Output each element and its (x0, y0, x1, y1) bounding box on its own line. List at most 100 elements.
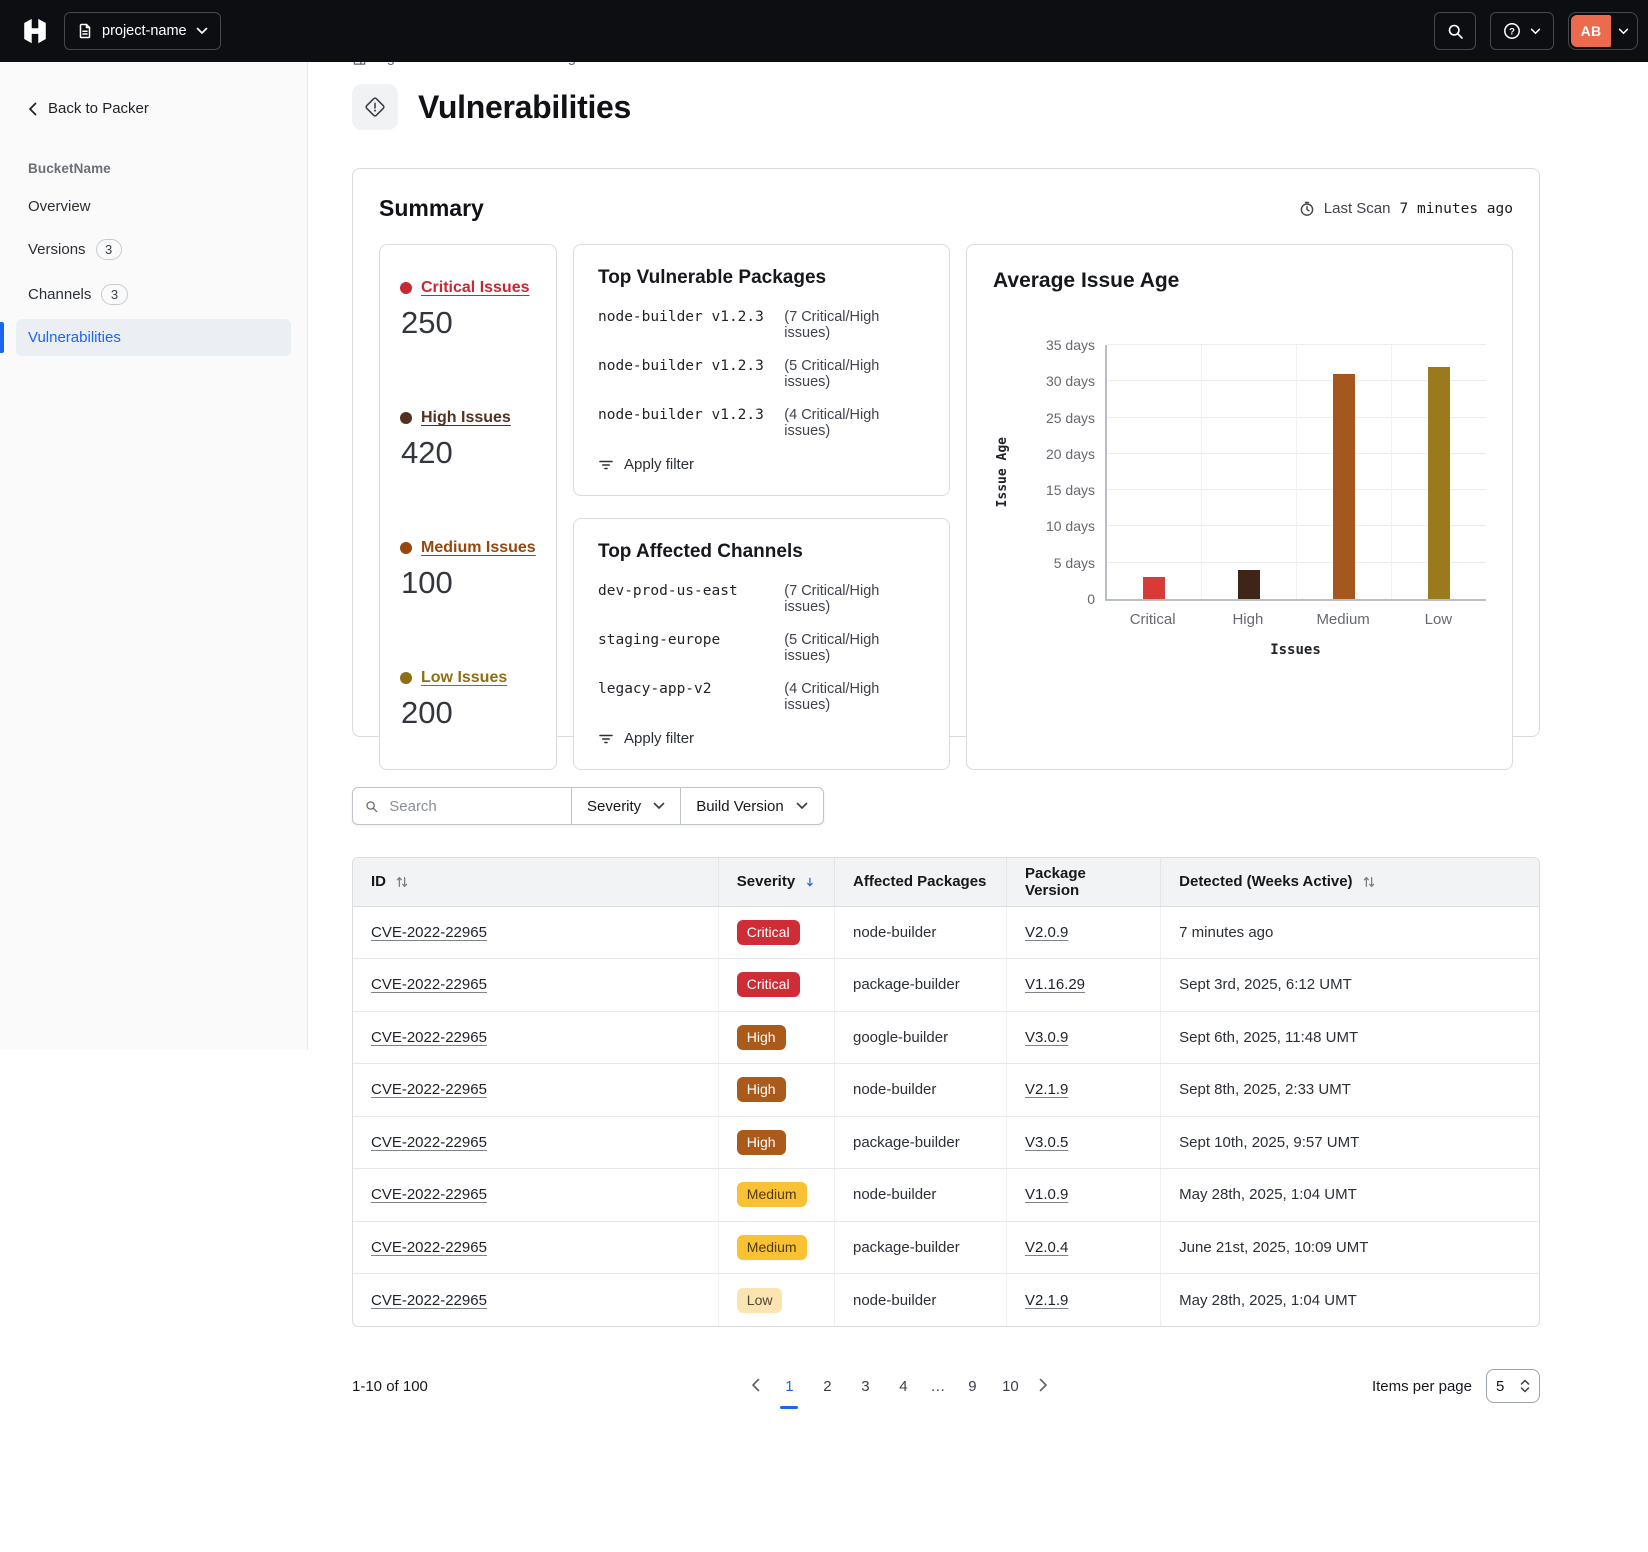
items-per-page-select[interactable]: 5 (1486, 1369, 1540, 1403)
cve-link[interactable]: CVE-2022-22965 (371, 1081, 487, 1098)
table-header-row: ID Severity Affected Packages Package Ve… (353, 858, 1539, 906)
bar-high (1238, 570, 1260, 599)
back-to-packer-link[interactable]: Back to Packer (28, 100, 279, 117)
stepper-icon (1520, 1379, 1530, 1393)
issue-stats-card: Critical Issues 250 High Issues 420 Medi… (379, 244, 557, 770)
chevron-right-icon (1039, 1378, 1048, 1392)
package-row: node-builder v1.2.3 (7 Critical/High iss… (598, 309, 925, 341)
critical-dot-icon (400, 282, 412, 294)
page-button-2[interactable]: 2 (812, 1370, 842, 1402)
project-switcher-button[interactable]: project-name (64, 12, 221, 50)
x-tick-label: Critical (1105, 611, 1200, 628)
package-version-link[interactable]: V3.0.9 (1025, 1029, 1068, 1046)
y-tick-label: 35 days (1046, 337, 1095, 353)
sidebar-item-versions[interactable]: Versions 3 (16, 229, 291, 270)
sidebar-item-overview[interactable]: Overview (16, 188, 291, 225)
package-version-link[interactable]: V3.0.5 (1025, 1134, 1068, 1151)
top-affected-channels-card: Top Affected Channels dev-prod-us-east (… (573, 518, 950, 770)
package-version-link[interactable]: V1.0.9 (1025, 1186, 1068, 1203)
cve-link[interactable]: CVE-2022-22965 (371, 1239, 487, 1256)
package-version-link[interactable]: V1.16.29 (1025, 976, 1085, 993)
high-issues-link[interactable]: High Issues (400, 409, 536, 427)
severity-filter-dropdown[interactable]: Severity (572, 787, 681, 825)
cve-link[interactable]: CVE-2022-22965 (371, 924, 487, 941)
next-page-button[interactable] (1033, 1374, 1054, 1399)
severity-badge: High (737, 1025, 786, 1050)
sidebar-item-channels[interactable]: Channels 3 (16, 274, 291, 315)
page-button-10[interactable]: 10 (995, 1370, 1025, 1402)
chart-plot: 05 days10 days15 days20 days25 days30 da… (1105, 345, 1486, 601)
bar-slot (1391, 345, 1486, 599)
column-header-id[interactable]: ID (353, 858, 718, 906)
low-issues-link[interactable]: Low Issues (400, 669, 536, 687)
y-tick-label: 15 days (1046, 482, 1095, 498)
y-tick-label: 20 days (1046, 446, 1095, 462)
critical-issues-link[interactable]: Critical Issues (400, 279, 536, 297)
package-row: node-builder v1.2.3 (4 Critical/High iss… (598, 407, 925, 439)
y-tick-label: 0 (1087, 591, 1095, 607)
page-button-1[interactable]: 1 (774, 1370, 804, 1402)
table-row: CVE-2022-22965 Medium package-builder V2… (353, 1221, 1539, 1274)
table-row: CVE-2022-22965 High google-builder V3.0.… (353, 1011, 1539, 1064)
page-header: Vulnerabilities (352, 84, 1540, 130)
account-menu-button[interactable]: AB (1568, 12, 1638, 50)
cve-link[interactable]: CVE-2022-22965 (371, 1186, 487, 1203)
column-header-packages[interactable]: Affected Packages (835, 858, 1007, 906)
cve-link[interactable]: CVE-2022-22965 (371, 976, 487, 993)
top-vulnerable-packages-card: Top Vulnerable Packages node-builder v1.… (573, 244, 950, 496)
severity-badge: Medium (737, 1235, 807, 1260)
bar-slot (1201, 345, 1296, 599)
page-button-3[interactable]: 3 (850, 1370, 880, 1402)
pagination: 1-10 of 100 1 2 3 4 … 9 10 Items per pag… (352, 1369, 1540, 1403)
table-row: CVE-2022-22965 Critical node-builder V2.… (353, 906, 1539, 959)
stat-medium: Medium Issues 100 (400, 539, 536, 601)
hashicorp-logo-icon[interactable] (20, 16, 50, 46)
filter-icon (598, 731, 614, 747)
bar-low (1428, 367, 1450, 599)
previous-page-button[interactable] (745, 1374, 766, 1399)
package-version-link[interactable]: V2.1.9 (1025, 1292, 1068, 1309)
help-menu-button[interactable]: ? (1490, 12, 1554, 50)
column-header-severity[interactable]: Severity (718, 858, 834, 906)
page-button-4[interactable]: 4 (888, 1370, 918, 1402)
card-title: Top Affected Channels (598, 541, 925, 563)
sidebar-item-vulnerabilities[interactable]: Vulnerabilities (16, 319, 291, 356)
medium-issues-link[interactable]: Medium Issues (400, 539, 536, 557)
summary-title: Summary (379, 195, 484, 222)
cve-link[interactable]: CVE-2022-22965 (371, 1029, 487, 1046)
search-icon (1447, 23, 1464, 40)
package-version-link[interactable]: V2.1.9 (1025, 1081, 1068, 1098)
column-header-detected[interactable]: Detected (Weeks Active) (1161, 858, 1539, 906)
critical-issues-count: 250 (401, 305, 536, 341)
apply-filter-channels-link[interactable]: Apply filter (598, 730, 925, 747)
back-to-packer-label: Back to Packer (48, 100, 149, 117)
package-version-link[interactable]: V2.0.9 (1025, 924, 1068, 941)
affected-package: google-builder (853, 1029, 948, 1046)
medium-dot-icon (400, 542, 412, 554)
clock-icon (1299, 201, 1315, 217)
cve-link[interactable]: CVE-2022-22965 (371, 1292, 487, 1309)
column-header-version[interactable]: Package Version (1006, 858, 1160, 906)
sidebar-section-label: BucketName (28, 161, 279, 176)
active-indicator (0, 322, 4, 353)
low-dot-icon (400, 672, 412, 684)
severity-badge: Critical (737, 920, 800, 945)
page-title: Vulnerabilities (418, 89, 631, 126)
stat-low: Low Issues 200 (400, 669, 536, 731)
apply-filter-packages-link[interactable]: Apply filter (598, 456, 925, 473)
bar-medium (1333, 374, 1355, 599)
chart: Issue Age 05 days10 days15 days20 days25… (993, 345, 1486, 658)
package-version-link[interactable]: V2.0.4 (1025, 1239, 1068, 1256)
last-scan: Last Scan 7 minutes ago (1299, 200, 1513, 217)
table-row: CVE-2022-22965 High package-builder V3.0… (353, 1116, 1539, 1169)
severity-badge: High (737, 1077, 786, 1102)
affected-package: node-builder (853, 1186, 936, 1203)
page-button-9[interactable]: 9 (957, 1370, 987, 1402)
global-search-button[interactable] (1434, 12, 1476, 50)
chart-bars (1107, 345, 1486, 599)
alert-diamond-icon (352, 84, 398, 130)
cve-link[interactable]: CVE-2022-22965 (371, 1134, 487, 1151)
chevron-left-icon (28, 102, 37, 116)
search-input[interactable] (387, 797, 559, 816)
build-version-filter-dropdown[interactable]: Build Version (681, 787, 824, 825)
